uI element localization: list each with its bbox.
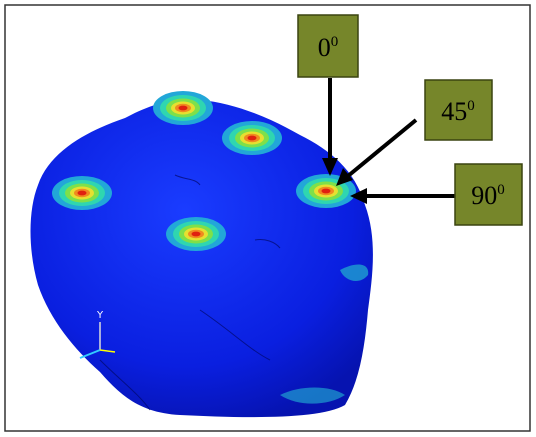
label-45: 450 xyxy=(425,80,492,140)
label-0: 00 xyxy=(298,15,358,77)
figure: Y 00 450 900 xyxy=(0,0,536,437)
label-90: 900 xyxy=(455,164,522,225)
stress-spot xyxy=(166,217,226,251)
stress-spot xyxy=(153,91,213,125)
stress-spot xyxy=(222,121,282,155)
stress-spot xyxy=(52,176,112,210)
axis-label: Y xyxy=(96,310,104,321)
